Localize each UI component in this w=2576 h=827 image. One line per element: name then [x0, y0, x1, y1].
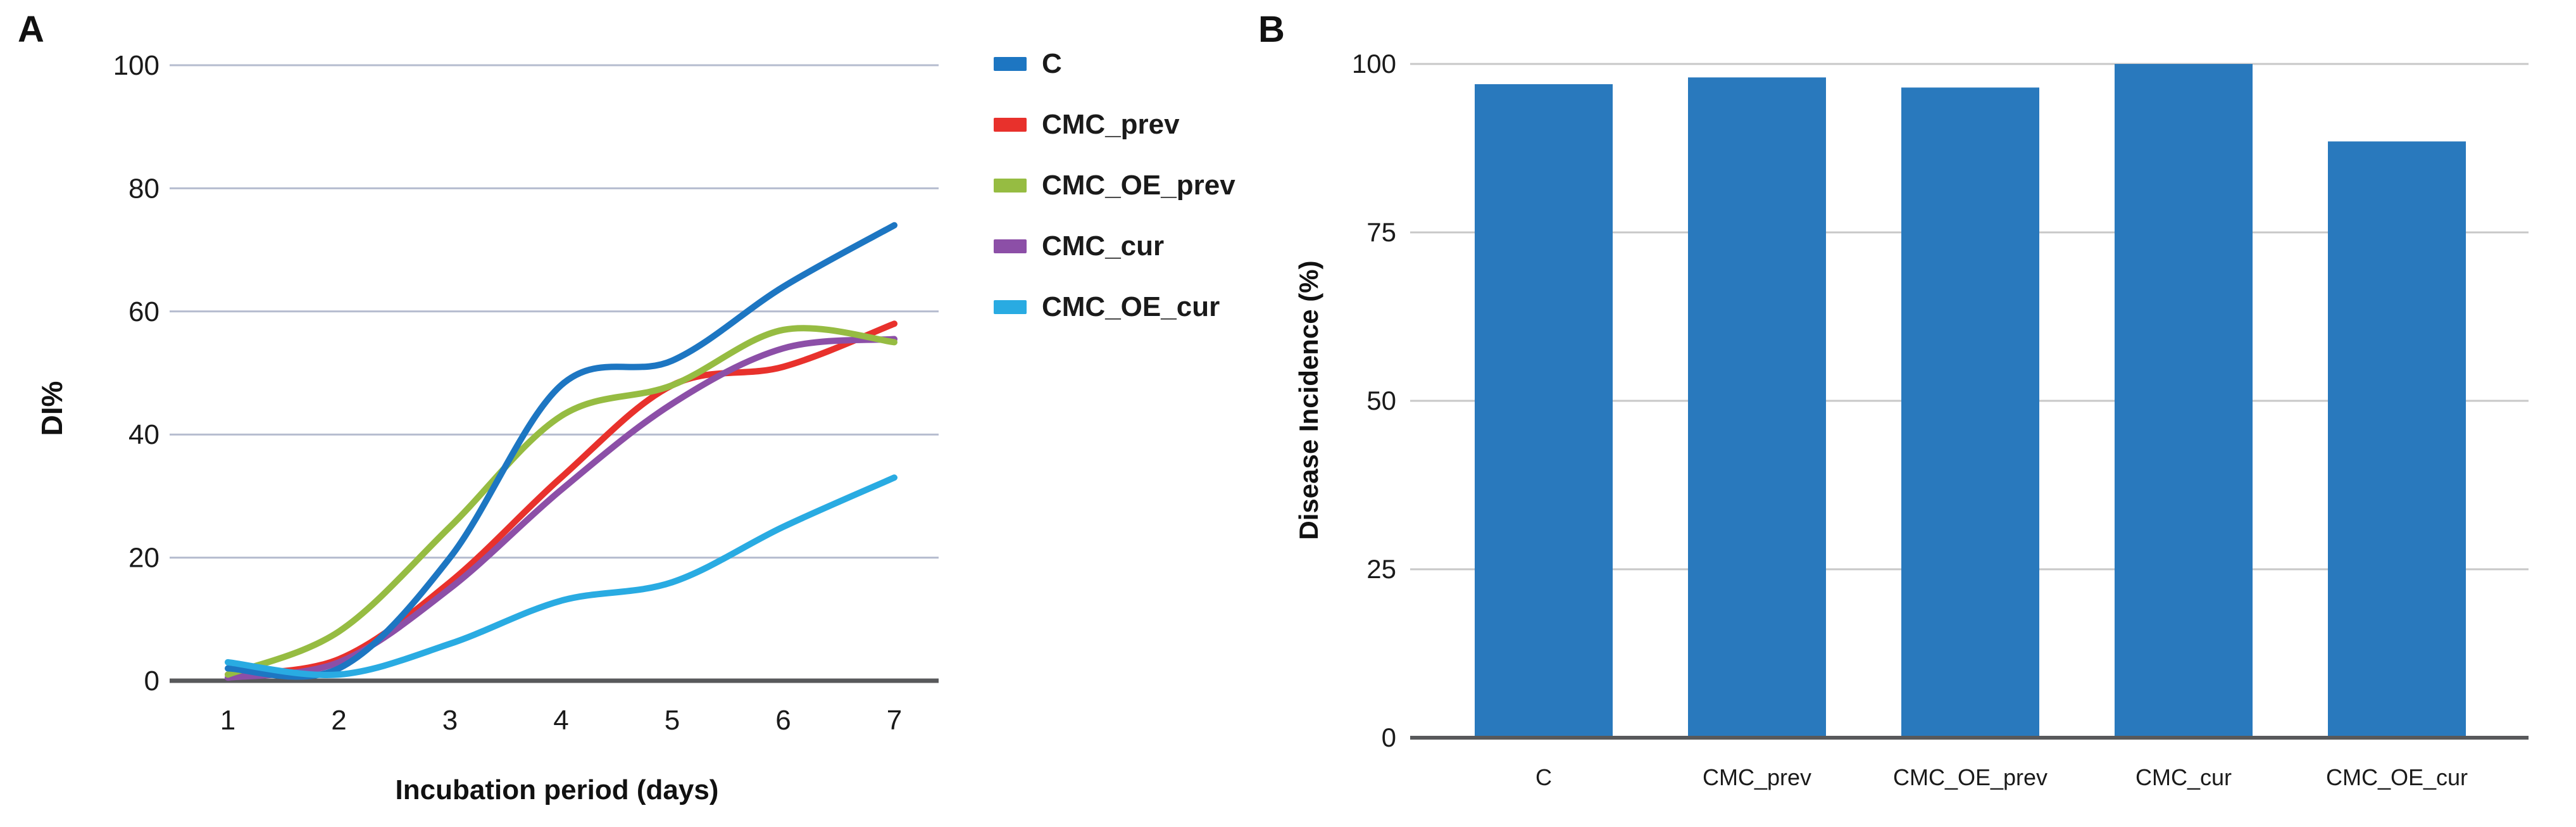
panel-b-y-tick-label: 100: [1352, 49, 1396, 79]
panel-a-y-tick-label: 100: [113, 50, 159, 81]
panel-a-x-tick-label: 3: [442, 705, 458, 736]
bar-CMC_OE_cur: [2328, 141, 2466, 738]
bar-CMC_prev: [1688, 77, 1826, 738]
panel-a-y-tick-label: 60: [128, 296, 159, 327]
legend-swatch-CMC_prev: [994, 118, 1027, 132]
panel-b-y-tick-label: 25: [1366, 554, 1396, 584]
panel-b-x-tick-label: C: [1535, 764, 1552, 790]
panel-a-x-tick-label: 6: [775, 705, 791, 736]
panel-a-x-tick-label: 4: [553, 705, 568, 736]
bar-C: [1475, 84, 1613, 738]
panel-a-y-tick-label: 0: [144, 666, 159, 697]
legend-label: C: [1042, 48, 1062, 79]
legend-item-CMC_cur: CMC_cur: [994, 230, 1164, 262]
panel-b-y-tick-label: 50: [1366, 386, 1396, 415]
panel-a-plot: 0 20 40 60 80 100 1 2 3 4 5 6 7: [113, 50, 939, 736]
series-line-CMC_cur: [225, 336, 897, 681]
panel-b-y-tick-label: 75: [1366, 217, 1396, 247]
bar-CMC_cur: [2115, 64, 2253, 738]
series-line-CMC_prev: [225, 320, 897, 678]
panel-b-x-tick-label: CMC_prev: [1703, 764, 1811, 790]
panel-a-y-tick-label: 40: [128, 419, 159, 450]
legend-item-CMC_OE_cur: CMC_OE_cur: [994, 291, 1220, 322]
panel-a-x-axis-title: Incubation period (days): [395, 774, 719, 805]
legend-swatch-CMC_OE_cur: [994, 300, 1027, 314]
panel-a-x-tick-label: 7: [887, 705, 902, 736]
series-line-CMC_OE_cur: [225, 474, 897, 678]
panel-a-y-axis-title: DI%: [35, 381, 68, 436]
panel-a-y-tick-label: 80: [128, 173, 159, 204]
series-line-C: [225, 222, 897, 680]
panel-b-x-tick-label: CMC_OE_prev: [1893, 764, 2048, 790]
panel-a-x-tick-label: 2: [331, 705, 346, 736]
panel-b-y-axis-title: Disease Incidence (%): [1294, 260, 1323, 540]
panel-b-x-tick-label: CMC_OE_cur: [2326, 764, 2468, 790]
series-line-CMC_OE_prev: [225, 325, 897, 678]
panel-a-x-tick-label: 5: [665, 705, 680, 736]
panel-b-plot: 0 25 50 75 100 C CMC_prev CMC_OE_prev CMC_cur CMC…: [1352, 49, 2529, 790]
legend-swatch-CMC_cur: [994, 239, 1027, 253]
panel-a-x-tick-label: 1: [220, 705, 235, 736]
panel-b-label: B: [1258, 9, 1285, 50]
legend-item-CMC_prev: CMC_prev: [994, 109, 1180, 140]
legend-swatch-C: [994, 57, 1027, 71]
legend-item-C: C: [994, 48, 1062, 79]
panel-a-y-tick-label: 20: [128, 543, 159, 574]
panel-b-y-tick-label: 0: [1382, 723, 1396, 752]
legend-swatch-CMC_OE_prev: [994, 179, 1027, 193]
legend-label: CMC_OE_cur: [1042, 291, 1220, 322]
legend-label: CMC_prev: [1042, 109, 1180, 140]
panel-b-x-tick-label: CMC_cur: [2135, 764, 2232, 790]
panel-a-label: A: [18, 9, 44, 50]
bar-CMC_OE_prev: [1901, 87, 2039, 738]
legend-item-CMC_OE_prev: CMC_OE_prev: [994, 170, 1235, 201]
legend-label: CMC_cur: [1042, 230, 1165, 262]
legend-label: CMC_OE_prev: [1042, 170, 1235, 201]
